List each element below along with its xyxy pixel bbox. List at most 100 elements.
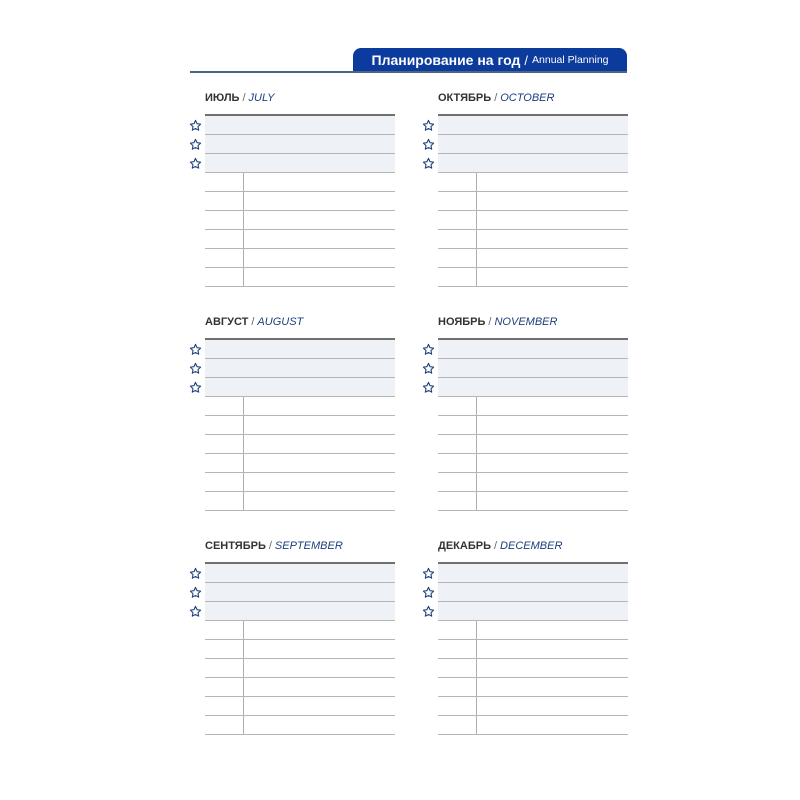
- plan-row[interactable]: [205, 454, 395, 473]
- star-icon[interactable]: [189, 119, 202, 132]
- month-name-ru: АВГУСТ: [205, 316, 249, 328]
- priority-row[interactable]: [189, 602, 395, 621]
- plan-row[interactable]: [205, 659, 395, 678]
- month-name-ru: ОКТЯБРЬ: [438, 92, 492, 104]
- plan-row[interactable]: [205, 416, 395, 435]
- plan-row[interactable]: [438, 716, 628, 735]
- page-header-tab: Планирование на год / Annual Planning: [353, 48, 627, 72]
- month-separator: /: [493, 540, 498, 552]
- plan-row[interactable]: [205, 192, 395, 211]
- priority-row[interactable]: [189, 116, 395, 135]
- title-separator: /: [524, 52, 529, 68]
- plan-row[interactable]: [205, 230, 395, 249]
- plan-row[interactable]: [438, 640, 628, 659]
- plan-row[interactable]: [438, 697, 628, 716]
- star-icon[interactable]: [422, 138, 435, 151]
- plan-row[interactable]: [438, 416, 628, 435]
- star-icon[interactable]: [422, 605, 435, 618]
- plan-row[interactable]: [205, 621, 395, 640]
- star-icon[interactable]: [189, 138, 202, 151]
- star-icon[interactable]: [189, 605, 202, 618]
- plan-row[interactable]: [205, 211, 395, 230]
- plan-row[interactable]: [205, 492, 395, 511]
- plan-row[interactable]: [205, 678, 395, 697]
- priority-row[interactable]: [422, 583, 628, 602]
- plan-row[interactable]: [438, 473, 628, 492]
- plan-row[interactable]: [205, 697, 395, 716]
- month-name-en: NOVEMBER: [494, 316, 558, 328]
- star-icon[interactable]: [189, 157, 202, 170]
- priority-row[interactable]: [189, 359, 395, 378]
- star-icon[interactable]: [422, 567, 435, 580]
- plan-row[interactable]: [438, 268, 628, 287]
- star-icon[interactable]: [422, 157, 435, 170]
- priority-row[interactable]: [189, 135, 395, 154]
- plan-row[interactable]: [438, 211, 628, 230]
- plan-row[interactable]: [438, 230, 628, 249]
- plan-row[interactable]: [205, 249, 395, 268]
- priority-row[interactable]: [422, 602, 628, 621]
- month-separator: /: [242, 92, 246, 104]
- plan-row[interactable]: [205, 640, 395, 659]
- page-title-ru: Планирование на год: [371, 52, 521, 68]
- month-separator: /: [488, 316, 492, 328]
- star-icon[interactable]: [189, 343, 202, 356]
- priority-row[interactable]: [189, 583, 395, 602]
- plan-row[interactable]: [205, 473, 395, 492]
- plan-row[interactable]: [438, 454, 628, 473]
- month-block-september: СЕНТЯБРЬ / SEPTEMBER: [189, 540, 423, 739]
- plan-row[interactable]: [438, 192, 628, 211]
- date-column-divider: [243, 340, 244, 511]
- month-grid: [422, 114, 628, 287]
- month-title: НОЯБРЬ / NOVEMBER: [438, 316, 557, 328]
- date-column-divider: [243, 116, 244, 287]
- plan-row[interactable]: [438, 173, 628, 192]
- star-icon[interactable]: [189, 362, 202, 375]
- plan-row[interactable]: [438, 659, 628, 678]
- plan-row[interactable]: [205, 268, 395, 287]
- month-block-august: АВГУСТ / AUGUST: [189, 316, 423, 515]
- grid-top-rule: [438, 114, 628, 116]
- star-icon[interactable]: [189, 381, 202, 394]
- priority-row[interactable]: [189, 340, 395, 359]
- plan-row[interactable]: [205, 716, 395, 735]
- priority-row[interactable]: [422, 135, 628, 154]
- priority-row[interactable]: [422, 116, 628, 135]
- plan-row[interactable]: [205, 173, 395, 192]
- priority-row[interactable]: [422, 154, 628, 173]
- priority-row[interactable]: [422, 340, 628, 359]
- priority-row[interactable]: [422, 359, 628, 378]
- star-icon[interactable]: [189, 567, 202, 580]
- star-icon[interactable]: [189, 586, 202, 599]
- plan-row[interactable]: [438, 492, 628, 511]
- plan-row[interactable]: [205, 397, 395, 416]
- grid-top-rule: [205, 114, 395, 116]
- page-title-en: Annual Planning: [532, 54, 609, 66]
- plan-row[interactable]: [438, 435, 628, 454]
- star-icon[interactable]: [422, 119, 435, 132]
- star-icon[interactable]: [422, 343, 435, 356]
- plan-row[interactable]: [438, 397, 628, 416]
- star-icon[interactable]: [422, 381, 435, 394]
- priority-row[interactable]: [422, 378, 628, 397]
- date-column-divider: [243, 564, 244, 735]
- grid-top-rule: [438, 562, 628, 564]
- priority-row[interactable]: [189, 378, 395, 397]
- star-icon[interactable]: [422, 362, 435, 375]
- plan-row[interactable]: [205, 435, 395, 454]
- month-block-november: НОЯБРЬ / NOVEMBER: [422, 316, 656, 515]
- star-icon[interactable]: [422, 586, 435, 599]
- priority-row[interactable]: [189, 564, 395, 583]
- month-block-july: ИЮЛЬ / JULY: [189, 92, 423, 291]
- month-grid: [422, 562, 628, 735]
- priority-row[interactable]: [189, 154, 395, 173]
- month-name-ru: ДЕКАБРЬ: [438, 540, 491, 552]
- month-name-en: SEPTEMBER: [274, 540, 343, 552]
- priority-row[interactable]: [422, 564, 628, 583]
- month-title: ОКТЯБРЬ / OCTOBER: [438, 92, 554, 104]
- month-title: СЕНТЯБРЬ / SEPTEMBER: [205, 540, 343, 552]
- plan-row[interactable]: [438, 621, 628, 640]
- plan-row[interactable]: [438, 678, 628, 697]
- plan-row[interactable]: [438, 249, 628, 268]
